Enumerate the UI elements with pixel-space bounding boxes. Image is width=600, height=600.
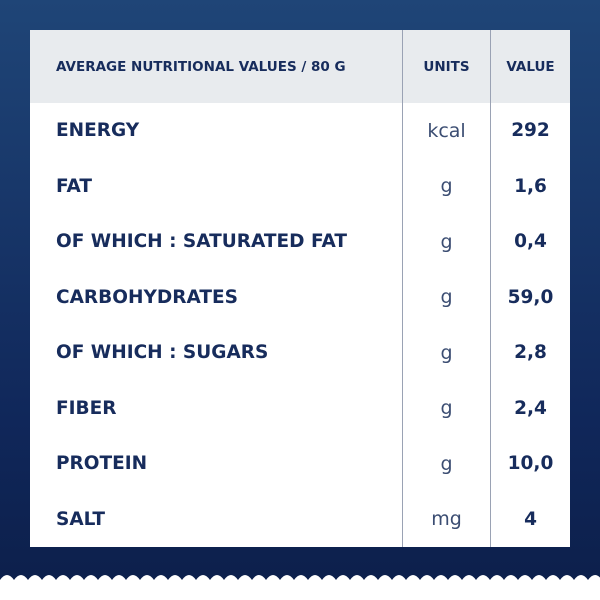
table-row: PROTEIN g 10,0: [30, 436, 570, 492]
nutrient-name: PROTEIN: [56, 453, 148, 475]
wave-edge: [0, 575, 600, 600]
unit: g: [402, 158, 491, 214]
value: 1,6: [490, 158, 570, 214]
value: 2,4: [490, 380, 570, 436]
unit: g: [402, 214, 491, 270]
unit: g: [402, 325, 491, 381]
header-cell: AVERAGE NUTRITIONAL VALUES / 80 G: [30, 30, 403, 103]
value: 292: [490, 103, 570, 159]
nutrient-name: FAT: [56, 175, 93, 197]
nutrient-name: FIBER: [56, 397, 117, 419]
nutrient-name: OF WHICH : SUGARS: [56, 342, 269, 364]
value: 10,0: [490, 436, 570, 492]
table-row: FAT g 1,6: [30, 158, 570, 214]
table-row: FIBER g 2,4: [30, 380, 570, 436]
table-row: OF WHICH : SUGARS g 2,8: [30, 325, 570, 381]
unit: g: [402, 269, 491, 325]
nutrient-name: CARBOHYDRATES: [56, 286, 238, 308]
unit: g: [402, 380, 491, 436]
value: 0,4: [490, 214, 570, 270]
value: 4: [490, 491, 570, 547]
header-cell: VALUE: [490, 30, 570, 103]
header-row: AVERAGE NUTRITIONAL VALUES / 80 G UNITS VA…: [30, 30, 570, 103]
value: 2,8: [490, 325, 570, 381]
unit: mg: [402, 491, 491, 547]
nutrition-table: AVERAGE NUTRITIONAL VALUES / 80 G UNITS VA…: [30, 30, 570, 547]
table-row: CARBOHYDRATES g 59,0: [30, 269, 570, 325]
value: 59,0: [490, 269, 570, 325]
table-row: ENERGY kcal 292: [30, 103, 570, 159]
nutrient-name: ENERGY: [56, 120, 140, 142]
nutrient-name: OF WHICH : SATURATED FAT: [56, 231, 347, 253]
table-row: SALT mg 4: [30, 491, 570, 547]
header-cell: UNITS: [402, 30, 491, 103]
unit: kcal: [402, 103, 491, 159]
nutrient-name: SALT: [56, 508, 105, 530]
unit: g: [402, 436, 491, 492]
table-row: OF WHICH : SATURATED FAT g 0,4: [30, 214, 570, 270]
